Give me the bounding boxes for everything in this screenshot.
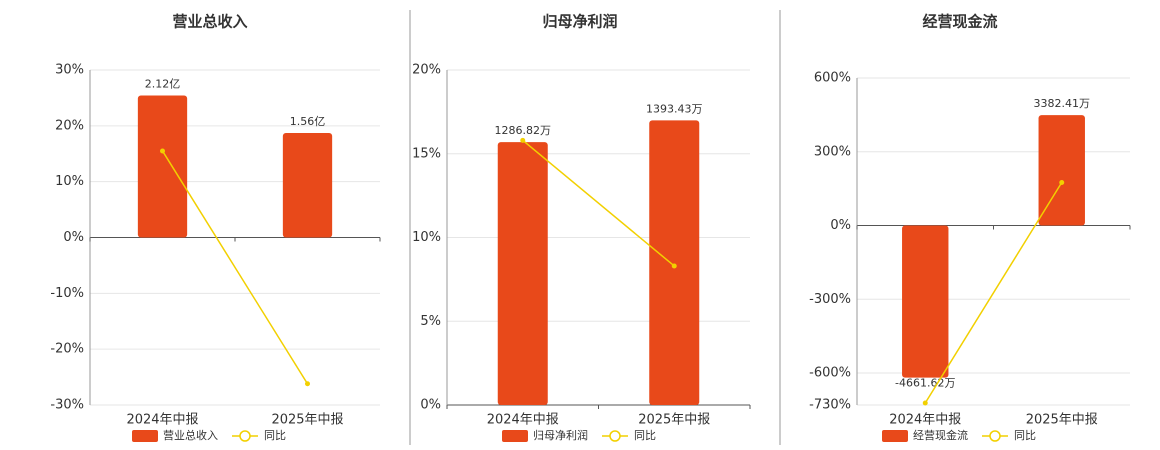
point — [1059, 179, 1065, 185]
y-tick-label: 0% — [63, 230, 84, 245]
y-tick-label: 0% — [830, 218, 851, 233]
legend-swatch — [239, 430, 251, 442]
legend-swatch — [882, 430, 908, 442]
y-tick-label: 15% — [412, 146, 441, 161]
y-tick-label: 10% — [412, 230, 441, 245]
chart-title: 经营现金流 — [922, 13, 997, 31]
point — [305, 381, 310, 387]
value-label: -4661.62万 — [895, 377, 955, 390]
value-label: 1393.43万 — [646, 102, 703, 115]
y-tick-label: -600% — [809, 366, 851, 381]
y-tick-label: 20% — [412, 63, 441, 78]
legend-swatch — [132, 430, 158, 442]
bar — [282, 132, 333, 238]
y-tick-label: 600% — [814, 71, 851, 86]
legend-swatch — [502, 430, 528, 442]
value-label: 1286.82万 — [495, 124, 552, 137]
x-tick-label: 2025年中报 — [638, 413, 710, 428]
point — [671, 263, 677, 269]
chart-title: 归母净利润 — [542, 13, 617, 31]
legend-label: 经营现金流 — [913, 428, 968, 442]
point — [922, 400, 928, 406]
y-tick-label: -20% — [50, 342, 84, 357]
y-tick-label: -10% — [50, 286, 84, 301]
value-label: 2.12亿 — [145, 77, 181, 90]
legend-label: 归母净利润 — [533, 428, 588, 442]
x-tick-label: 2024年中报 — [889, 413, 961, 428]
bar — [497, 142, 548, 405]
point — [520, 137, 526, 143]
x-tick-label: 2024年中报 — [487, 413, 559, 428]
y-tick-label: -30% — [50, 398, 84, 413]
legend-label: 同比 — [264, 429, 286, 442]
chart-title: 营业总收入 — [172, 13, 247, 31]
y-tick-label: 5% — [420, 314, 441, 329]
point — [160, 148, 165, 154]
y-tick-label: 300% — [814, 144, 851, 159]
y-tick-label: 20% — [55, 118, 84, 133]
bar — [649, 120, 700, 406]
legend-swatch — [989, 430, 1001, 442]
legend-swatch — [609, 430, 621, 442]
line — [161, 150, 309, 385]
x-tick-label: 2025年中报 — [271, 413, 343, 428]
value-label: 1.56亿 — [290, 115, 326, 128]
y-tick-label: 10% — [55, 174, 84, 189]
legend-label: 营业总收入 — [163, 428, 218, 442]
y-tick-label: 0% — [420, 398, 441, 413]
legend-label: 同比 — [1014, 429, 1036, 442]
bar — [902, 225, 949, 378]
x-tick-label: 2025年中报 — [1026, 413, 1098, 428]
value-label: 3382.41万 — [1034, 97, 1091, 110]
line — [924, 182, 1063, 404]
line — [522, 139, 675, 267]
legend-label: 同比 — [634, 429, 656, 442]
x-tick-label: 2024年中报 — [126, 413, 198, 428]
y-tick-label: -730% — [809, 398, 851, 413]
bar — [1038, 115, 1085, 226]
bar — [137, 95, 188, 238]
y-tick-label: 30% — [55, 63, 84, 78]
y-tick-label: -300% — [809, 292, 851, 307]
